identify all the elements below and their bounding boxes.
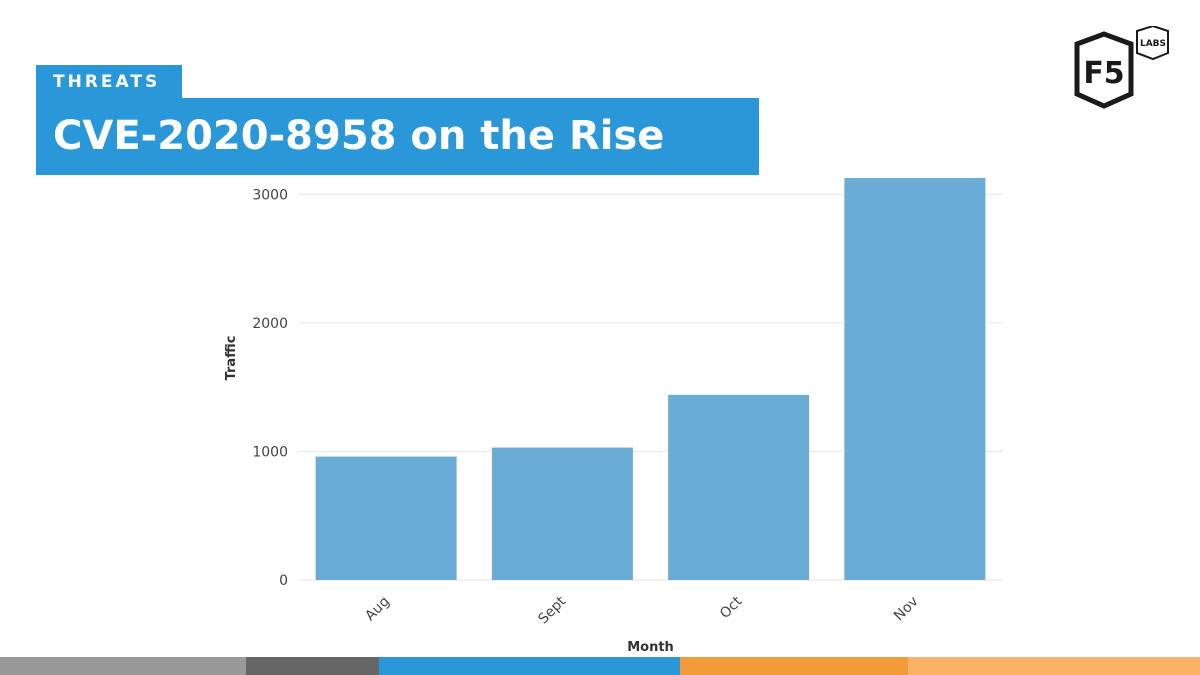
page-title: CVE-2020-8958 on the Rise (36, 98, 759, 175)
category-tag: THREATS (36, 65, 182, 99)
bar-nov (844, 178, 986, 580)
traffic-bar-chart: 0 1000 2000 3000 Aug Sept Oct Nov Month Traffic (224, 178, 1003, 655)
footer-segment (379, 657, 680, 675)
logo-sub-text: LABS (1140, 39, 1166, 49)
footer-color-strip (0, 657, 1200, 675)
footer-segment (246, 657, 379, 675)
x-tick-label: Nov (891, 594, 922, 625)
bar-oct (668, 394, 810, 580)
y-tick-label: 3000 (252, 187, 288, 203)
footer-segment (680, 657, 908, 675)
x-tick-label: Aug (362, 594, 393, 625)
f5-labs-logo: F5 LABS (1074, 26, 1169, 109)
x-axis-label: Month (627, 640, 674, 655)
bar-aug (315, 456, 457, 580)
footer-segment (908, 657, 1200, 675)
bar-sept (491, 447, 633, 580)
y-tick-label: 0 (279, 573, 288, 589)
y-axis-label: Traffic (224, 336, 239, 381)
footer-segment (0, 657, 246, 675)
x-tick-label: Oct (717, 593, 746, 622)
logo-main-text: F5 (1083, 56, 1124, 91)
y-tick-label: 2000 (252, 316, 288, 332)
x-tick-label: Sept (535, 593, 569, 627)
y-tick-label: 1000 (252, 444, 288, 460)
